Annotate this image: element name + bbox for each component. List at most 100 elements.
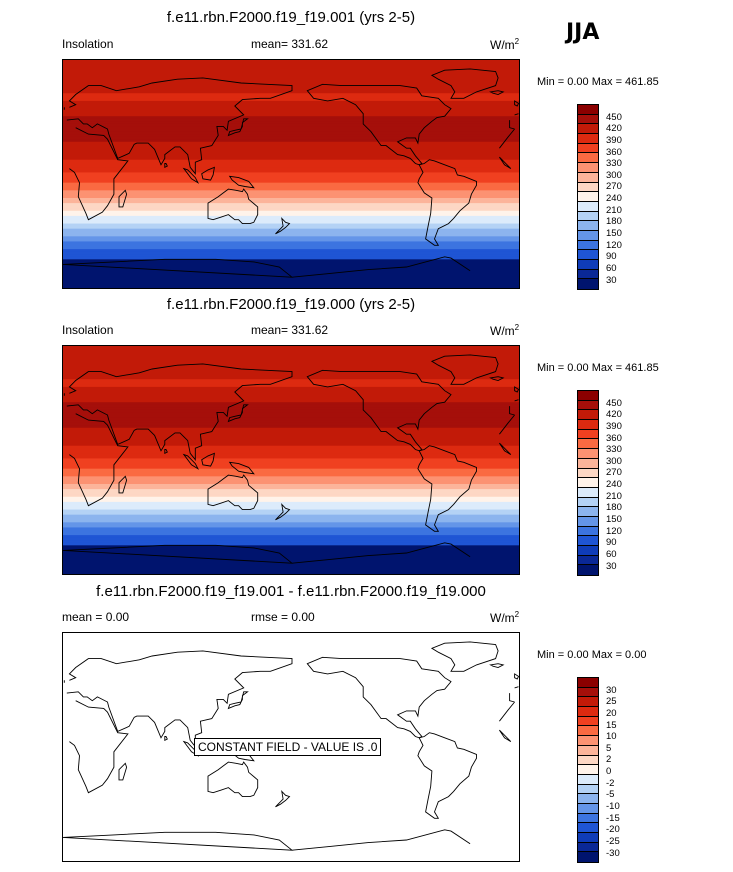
colorbar-swatch [578, 707, 598, 717]
panel-3-title: f.e11.rbn.F2000.f19_f19.001 - f.e11.rbn.… [96, 583, 486, 600]
coastline [69, 700, 515, 794]
colorbar-swatch [578, 269, 598, 280]
latitude-band [63, 432, 519, 437]
latitude-band [63, 445, 519, 449]
latitude-band [63, 435, 519, 439]
latitude-band [63, 123, 519, 128]
season-label: JJA [566, 20, 600, 45]
latitude-band [63, 466, 519, 470]
latitude-band [63, 218, 519, 222]
colorbar-swatch [578, 172, 598, 183]
colorbar-tick-label: 390 [606, 134, 622, 146]
latitude-band [63, 379, 519, 383]
latitude-band [63, 409, 519, 414]
coastline [164, 449, 168, 455]
colorbar-swatch [578, 833, 598, 843]
panel-2-left-label: Insolation [62, 323, 114, 337]
latitude-band [63, 254, 519, 258]
panel-1-minmax: Min = 0.00 Max = 461.85 [537, 76, 659, 88]
latitude-band [63, 527, 519, 531]
latitude-band [63, 404, 519, 408]
colorbar-swatch [578, 823, 598, 833]
coastline [118, 475, 128, 494]
colorbar-tick-label: 2 [606, 754, 612, 766]
latitude-band [63, 149, 519, 153]
colorbar-swatch [578, 429, 598, 440]
colorbar-swatch [578, 153, 598, 164]
latitude-band [63, 172, 519, 176]
colorbar-tick-label: 210 [606, 204, 622, 216]
panel-1-map [62, 59, 520, 289]
latitude-band [63, 83, 519, 87]
colorbar-tick-label: 330 [606, 158, 622, 170]
colorbar-swatch [578, 400, 598, 411]
colorbar-swatch [578, 555, 598, 566]
latitude-band [63, 478, 519, 483]
latitude-band [63, 499, 519, 503]
panel-2-center-label: mean= 331.62 [251, 323, 329, 337]
latitude-band [63, 386, 519, 391]
colorbar-swatch [578, 410, 598, 421]
colorbar-swatch [578, 536, 598, 546]
coastline [69, 413, 515, 507]
panel-2-colorbar [577, 390, 599, 577]
latitude-band [63, 412, 519, 416]
latitude-band [63, 208, 519, 212]
latitude-band [63, 190, 519, 194]
latitude-band [63, 98, 519, 102]
latitude-band [63, 134, 519, 138]
latitude-band [63, 121, 519, 125]
panel-3-colorbar [577, 677, 599, 864]
latitude-band [63, 392, 519, 396]
colorbar-swatch [578, 755, 598, 766]
colorbar-tick-label: 25 [606, 696, 617, 708]
coastline [118, 189, 128, 208]
latitude-band [63, 522, 519, 526]
coastline [417, 159, 477, 246]
latitude-band [63, 440, 519, 444]
latitude-band [63, 489, 519, 493]
colorbar-swatch [578, 420, 598, 430]
latitude-band [63, 453, 519, 457]
latitude-band [63, 126, 519, 130]
latitude-band [63, 65, 519, 69]
colorbar-tick-label: -30 [606, 847, 620, 859]
latitude-band [63, 157, 519, 161]
latitude-band [63, 356, 519, 360]
panel-1-left-label: Insolation [62, 37, 114, 51]
coastline [118, 762, 128, 781]
colorbar-swatch [578, 468, 598, 479]
latitude-band [63, 545, 519, 549]
latitude-band [63, 535, 519, 539]
panel-1-units: W/m2 [490, 37, 520, 52]
colorbar-tick-label: 120 [606, 525, 622, 537]
latitude-band [63, 284, 519, 288]
latitude-band [63, 438, 519, 442]
latitude-band [63, 448, 519, 452]
colorbar-swatch [578, 478, 598, 488]
latitude-band [63, 542, 519, 546]
colorbar-swatch [578, 211, 598, 222]
latitude-band [63, 116, 519, 120]
latitude-band [63, 261, 519, 266]
latitude-band [63, 236, 519, 240]
latitude-band [63, 512, 519, 516]
coastline [417, 732, 477, 819]
coastline [63, 256, 471, 278]
map-svg [63, 60, 519, 288]
latitude-band [63, 565, 519, 569]
coastline [182, 453, 200, 470]
colorbar-tick-label: 5 [606, 742, 612, 754]
colorbar-tick-label: 450 [606, 111, 622, 123]
latitude-band [63, 67, 519, 71]
colorbar-swatch [578, 516, 598, 527]
latitude-band [63, 210, 519, 214]
latitude-band [63, 353, 519, 357]
latitude-band [63, 259, 519, 263]
latitude-band [63, 346, 519, 350]
coastline [430, 68, 499, 99]
colorbar-swatch [578, 678, 598, 688]
coastline [164, 163, 168, 169]
panel-2-minmax: Min = 0.00 Max = 461.85 [537, 362, 659, 374]
colorbar-tick-label: 150 [606, 514, 622, 526]
